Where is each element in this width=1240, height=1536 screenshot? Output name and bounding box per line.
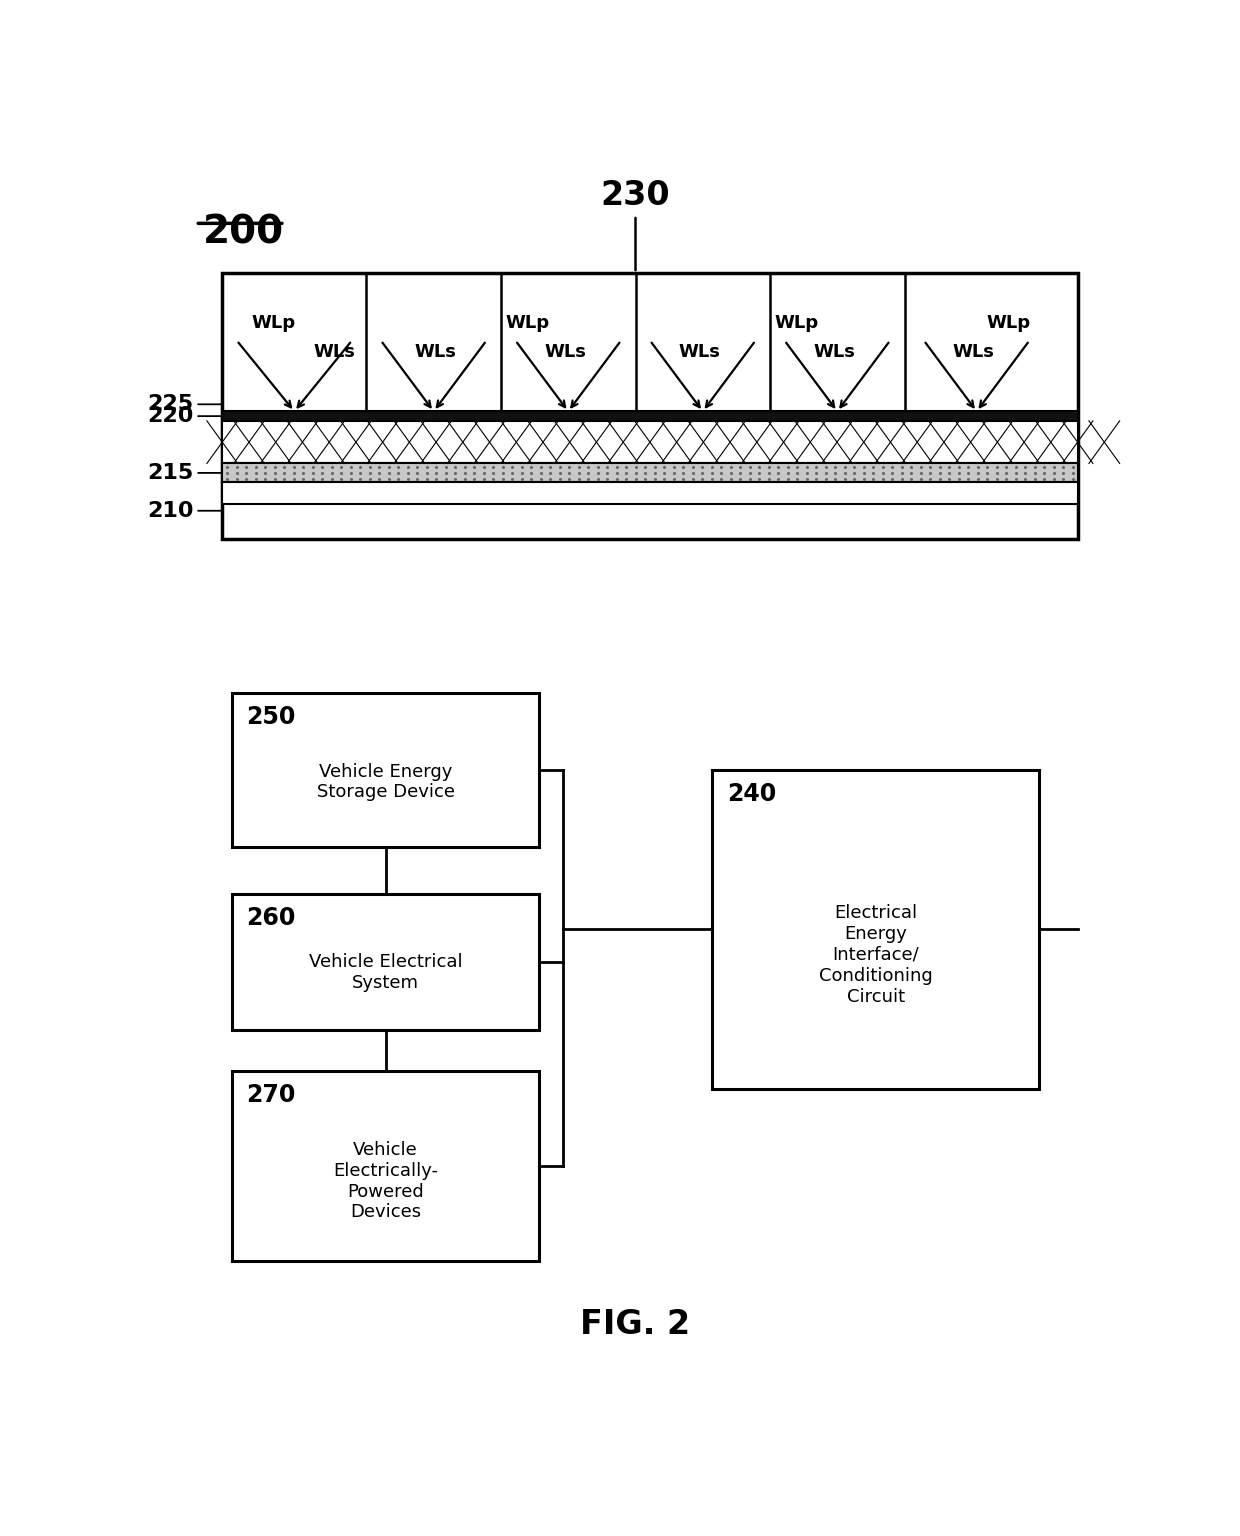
- Bar: [222, 464, 1078, 482]
- Text: Vehicle Energy
Storage Device: Vehicle Energy Storage Device: [316, 763, 455, 802]
- Text: WLp: WLp: [506, 315, 549, 332]
- Bar: [232, 894, 539, 1031]
- Bar: [232, 693, 539, 846]
- Text: WLs: WLs: [813, 343, 856, 361]
- Text: 225: 225: [148, 395, 193, 415]
- Text: WLs: WLs: [952, 343, 994, 361]
- Text: Vehicle Electrical
System: Vehicle Electrical System: [309, 954, 463, 992]
- Text: WLs: WLs: [414, 343, 456, 361]
- Text: 270: 270: [247, 1083, 295, 1107]
- Text: 215: 215: [148, 462, 193, 482]
- Text: 250: 250: [247, 705, 295, 728]
- Text: WLp: WLp: [250, 315, 295, 332]
- Text: 260: 260: [247, 906, 295, 929]
- Text: WLs: WLs: [544, 343, 587, 361]
- Bar: [232, 1072, 539, 1261]
- Bar: [712, 770, 1039, 1089]
- Text: FIG. 2: FIG. 2: [580, 1309, 691, 1341]
- Bar: [222, 412, 1078, 421]
- Text: 220: 220: [148, 406, 193, 425]
- Text: WLp: WLp: [986, 315, 1030, 332]
- Text: Electrical
Energy
Interface/
Conditioning
Circuit: Electrical Energy Interface/ Conditionin…: [818, 905, 932, 1006]
- Text: WLs: WLs: [314, 343, 356, 361]
- Text: 230: 230: [600, 178, 671, 212]
- Text: WLs: WLs: [678, 343, 720, 361]
- Text: WLp: WLp: [775, 315, 818, 332]
- Bar: [222, 421, 1078, 464]
- Text: Vehicle
Electrically-
Powered
Devices: Vehicle Electrically- Powered Devices: [334, 1141, 438, 1221]
- Text: 210: 210: [146, 501, 193, 521]
- Text: 200: 200: [203, 214, 284, 252]
- Bar: [222, 482, 1078, 504]
- Text: 240: 240: [727, 782, 776, 805]
